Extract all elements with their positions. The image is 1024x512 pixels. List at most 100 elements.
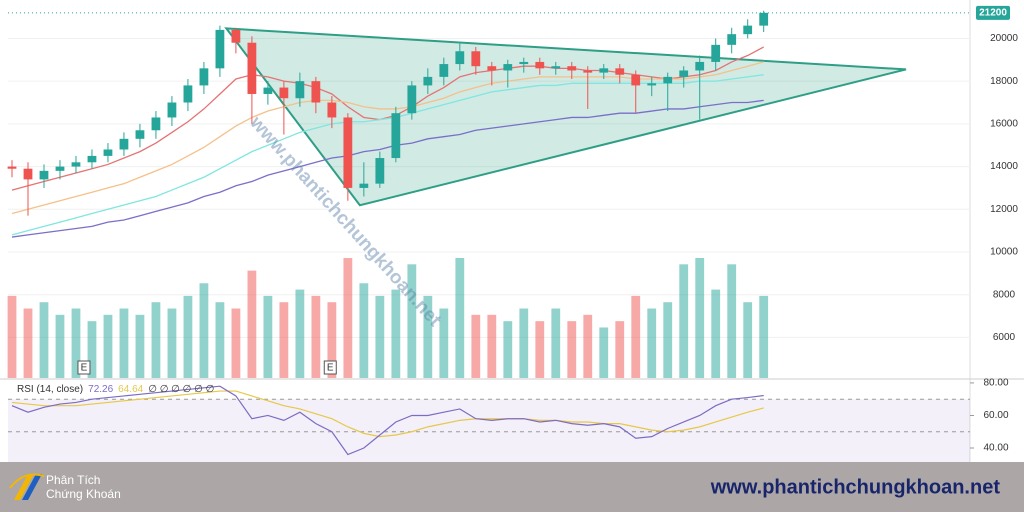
- y-tick-label: 18000: [990, 76, 1018, 87]
- event-marker: [77, 360, 91, 375]
- footer-url: www.phantichchungkhoan.net: [710, 476, 1001, 498]
- volume-bar: [39, 302, 49, 378]
- candle-body: [423, 76, 433, 86]
- volume-bar: [55, 314, 65, 378]
- volume-bar: [583, 314, 593, 378]
- volume-bar: [535, 321, 545, 378]
- candle-body: [567, 66, 577, 71]
- candle-body: [695, 61, 705, 71]
- candle-body: [295, 81, 305, 99]
- candle-body: [663, 76, 673, 84]
- candle-body: [103, 149, 113, 156]
- y-tick-label: 16000: [990, 119, 1018, 130]
- candle-body: [647, 83, 657, 86]
- candle-body: [439, 64, 449, 77]
- candle-body: [311, 81, 321, 103]
- volume-bar: [343, 258, 353, 378]
- candle-body: [71, 162, 81, 167]
- rsi-band: [8, 399, 970, 462]
- candle-body: [343, 117, 353, 188]
- candle-body: [711, 44, 721, 62]
- candle-body: [679, 70, 689, 77]
- event-label: E: [327, 363, 334, 374]
- rsi-header: RSI (14, close) 72.26 64.64 ∅ ∅ ∅ ∅ ∅ ∅: [17, 384, 214, 395]
- volume-bar: [151, 302, 161, 378]
- volume-bar: [727, 264, 737, 378]
- volume-bar: [231, 308, 241, 378]
- volume-bar: [711, 289, 721, 378]
- volume-bar: [519, 308, 529, 378]
- candle-body: [471, 51, 481, 67]
- rsi-header-part: 64.64: [118, 384, 143, 395]
- volume-bar: [663, 302, 673, 378]
- rsi-line: [11, 385, 764, 456]
- candle-body: [727, 34, 737, 45]
- volume-bar: [311, 295, 321, 378]
- candle-body: [487, 66, 497, 71]
- volume-bar: [87, 321, 97, 378]
- y-tick-label: 10000: [990, 247, 1018, 258]
- volume-bar: [263, 295, 273, 378]
- rsi-ma-line: [11, 390, 764, 438]
- rsi-header-part: 72.26: [88, 384, 113, 395]
- rsi-header-part: ∅ ∅ ∅ ∅ ∅ ∅: [148, 384, 214, 395]
- brand-line: Phân Tích: [46, 473, 100, 487]
- volume-bar: [599, 327, 609, 378]
- last-price-label: 21200: [979, 7, 1007, 18]
- volume-bar: [7, 295, 17, 378]
- footer-bar: [0, 462, 1024, 512]
- candle-body: [391, 113, 401, 159]
- volume-bar: [759, 295, 769, 378]
- candle-body: [231, 29, 241, 43]
- logo: [9, 473, 45, 500]
- volume-bar: [503, 321, 513, 378]
- volume-bar: [631, 295, 641, 378]
- volume-bar: [23, 308, 33, 378]
- volume-bar: [743, 302, 753, 378]
- rsi-header-part: RSI (14, close): [17, 384, 83, 395]
- y-tick-label: 14000: [990, 161, 1018, 172]
- candle-body: [199, 68, 209, 86]
- volume-bar: [119, 308, 129, 378]
- candle-body: [359, 183, 369, 188]
- candle-body: [599, 68, 609, 73]
- volume-bar: [135, 314, 145, 378]
- candle-body: [535, 61, 545, 69]
- candle-body: [215, 29, 225, 69]
- candle-body: [151, 117, 161, 131]
- volume-bar: [199, 283, 209, 378]
- candle-body: [615, 68, 625, 75]
- moving-average: [11, 99, 764, 238]
- candle-body: [519, 61, 529, 65]
- candle-body: [759, 12, 769, 26]
- volume-bar: [439, 308, 449, 378]
- rsi-tick-label: 60.00: [983, 410, 1008, 421]
- candle-body: [55, 166, 65, 171]
- brand-line: Chứng Khoán: [46, 487, 121, 501]
- candle-body: [167, 102, 177, 118]
- candle-body: [551, 66, 561, 69]
- y-tick-label: 20000: [990, 33, 1018, 44]
- volume-bar: [167, 308, 177, 378]
- volume-bar: [103, 314, 113, 378]
- event-marker: [323, 360, 337, 375]
- candle-body: [375, 158, 385, 184]
- volume-bar: [455, 258, 465, 378]
- candle-body: [631, 74, 641, 86]
- candle-body: [407, 85, 417, 114]
- candle-body: [455, 51, 465, 65]
- candle-body: [247, 42, 257, 94]
- y-tick-label: 6000: [993, 332, 1016, 343]
- event-label: E: [81, 363, 88, 374]
- volume-bar: [183, 295, 193, 378]
- rsi-tick-label: 80.00: [983, 378, 1008, 389]
- candle-body: [87, 155, 97, 163]
- plot: 6000 8000 10000 12000 14000 16000 18000 20000 21…: [0, 0, 1024, 462]
- volume-bar: [375, 295, 385, 378]
- volume-bar: [647, 308, 657, 378]
- volume-bar: [215, 302, 225, 378]
- candle-body: [39, 170, 49, 180]
- volume-bar: [391, 289, 401, 378]
